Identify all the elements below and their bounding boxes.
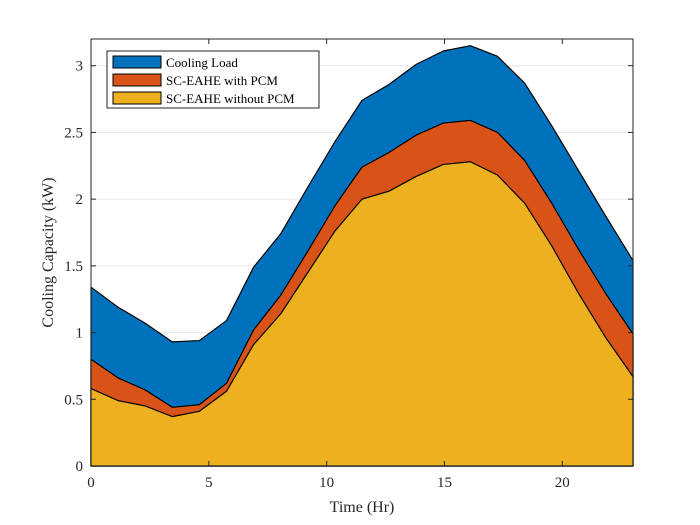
x-axis-label: Time (Hr) <box>330 499 395 516</box>
x-tick-label-2: 10 <box>319 475 334 491</box>
y-tick-label-4: 2 <box>76 192 84 208</box>
y-tick-label-3: 1.5 <box>64 259 83 275</box>
y-axis-label: Cooling Capacity (kW) <box>40 177 57 327</box>
x-tick-label-0: 0 <box>87 475 95 491</box>
legend-label-0: Cooling Load <box>166 55 238 70</box>
y-tick-label-2: 1 <box>76 326 84 342</box>
y-tick-label-1: 0.5 <box>64 392 83 408</box>
legend: Cooling Load SC-EAHE with PCM SC-EAHE with… <box>106 50 320 109</box>
x-tick-label-4: 20 <box>555 475 570 491</box>
x-tick-label-1: 5 <box>205 475 213 491</box>
y-tick-label-0: 0 <box>76 459 84 475</box>
legend-swatch-2 <box>112 91 162 105</box>
legend-label-1: SC-EAHE with PCM <box>166 73 278 88</box>
axis-ticks: 0 5 10 15 20 0 0.5 1 1.5 2 2.5 3 <box>64 39 633 491</box>
legend-label-2: SC-EAHE without PCM <box>166 91 295 106</box>
legend-swatch-1 <box>112 73 162 87</box>
legend-swatch-0 <box>112 55 162 69</box>
area-series-2 <box>90 161 634 467</box>
y-tick-label-6: 3 <box>76 59 84 75</box>
area-series-group <box>90 45 634 467</box>
axes-box <box>90 38 634 467</box>
x-tick-label-3: 15 <box>437 475 452 491</box>
y-tick-label-5: 2.5 <box>64 125 83 141</box>
